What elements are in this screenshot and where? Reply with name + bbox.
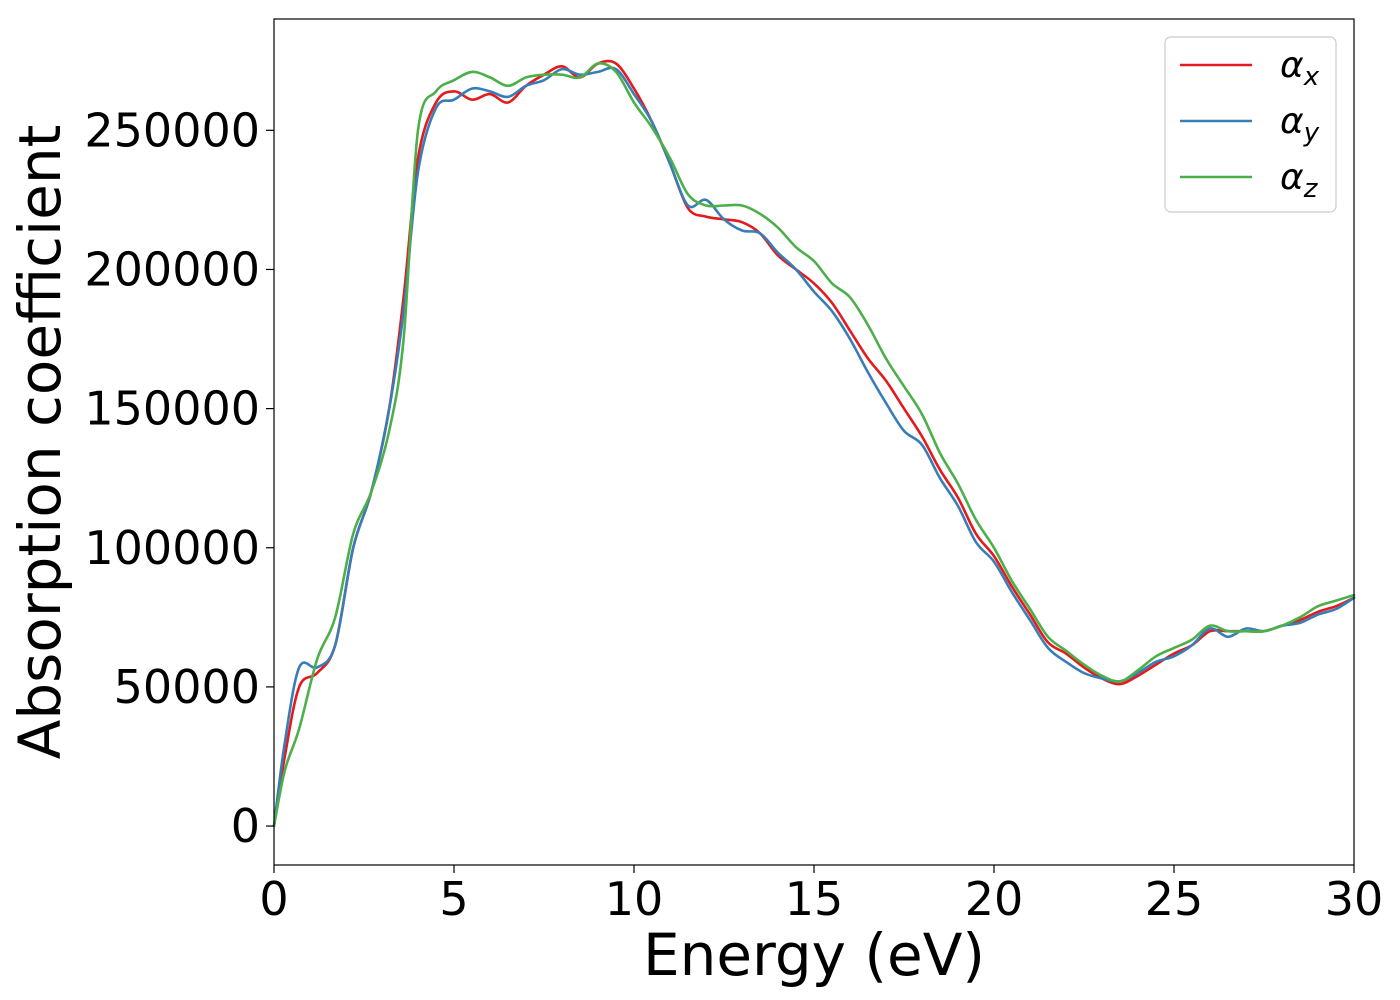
y-tick-label: 200000	[84, 242, 260, 296]
x-tick-label: 30	[1325, 872, 1384, 926]
x-tick-label: 20	[965, 872, 1024, 926]
series-line-alpha-z	[272, 62, 1356, 828]
y-tick-label: 150000	[84, 382, 260, 436]
x-axis-title: Energy (eV)	[643, 921, 985, 989]
y-axis-title: Absorption coefficient	[6, 125, 74, 760]
y-axis-ticks: 0 50000 100000 150000 200000 250000	[84, 103, 274, 853]
series-layer	[272, 59, 1356, 828]
y-tick-label: 50000	[114, 660, 260, 714]
x-tick-label: 0	[259, 872, 288, 926]
x-tick-label: 25	[1145, 872, 1204, 926]
x-tick-label: 10	[605, 872, 664, 926]
x-tick-label: 5	[439, 872, 468, 926]
legend-box	[1164, 36, 1337, 213]
x-axis-ticks: 0 5 10 15 20 25 30	[259, 865, 1383, 926]
y-tick-label: 100000	[84, 521, 260, 575]
y-tick-label: 0	[231, 799, 260, 853]
y-tick-label: 250000	[84, 103, 260, 157]
x-tick-label: 15	[785, 872, 844, 926]
series-line-alpha-y	[272, 66, 1356, 828]
